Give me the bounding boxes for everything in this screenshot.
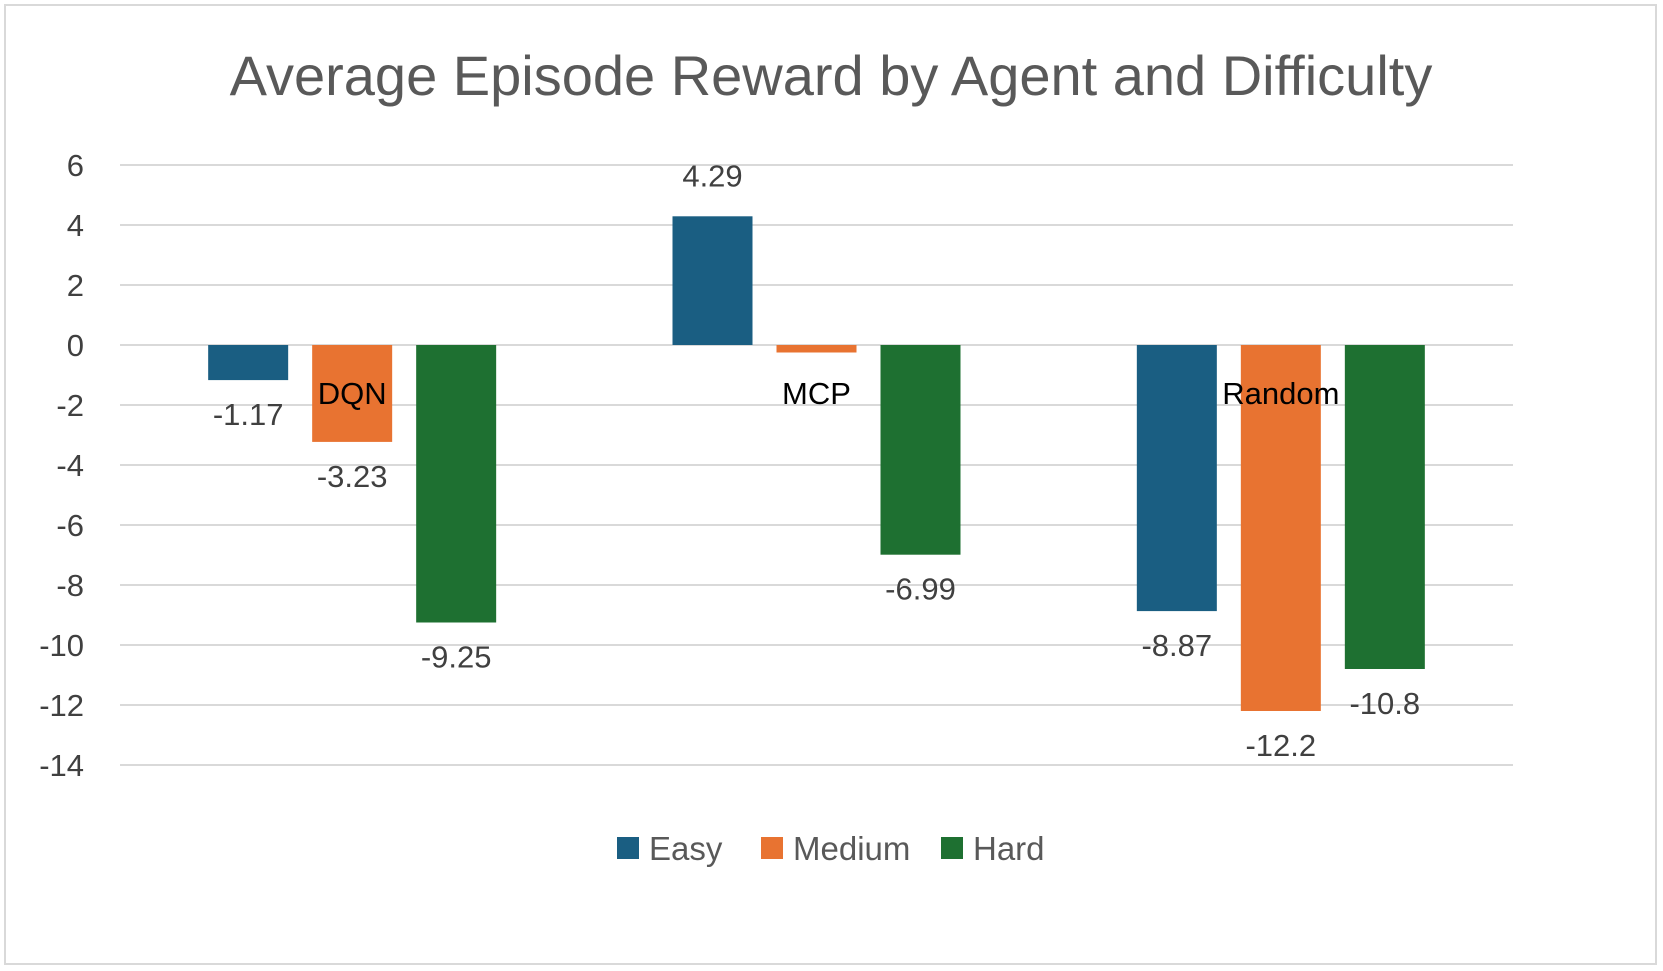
bar-easy-random <box>1136 345 1217 612</box>
category-label-mcp: MCP <box>782 376 851 411</box>
bar-hard-mcp <box>880 345 961 555</box>
y-tick-label: -8 <box>56 568 84 603</box>
y-tick-label: -4 <box>56 448 84 483</box>
category-label-random: Random <box>1222 376 1339 411</box>
legend-swatch-medium <box>761 837 783 859</box>
y-tick-label: -6 <box>56 508 84 543</box>
y-tick-label: 6 <box>67 148 84 183</box>
category-labels: DQN MCP Random <box>318 376 1340 411</box>
data-label: -9.25 <box>421 640 492 675</box>
bar-medium-mcp <box>776 345 857 353</box>
legend-swatch-hard <box>941 837 963 859</box>
y-axis: 6 4 2 0 -2 -4 -6 -8 -10 -12 -14 <box>39 148 84 783</box>
legend-label-medium: Medium <box>793 830 910 867</box>
bar-hard-dqn <box>416 345 497 623</box>
legend: Easy Medium Hard <box>617 830 1045 867</box>
bar-hard-random <box>1344 345 1425 669</box>
data-label: -6.99 <box>885 572 956 607</box>
bar-medium-dqn <box>312 345 393 442</box>
data-label: -12.2 <box>1245 728 1316 763</box>
bar-easy-mcp <box>672 216 753 345</box>
legend-label-hard: Hard <box>973 830 1045 867</box>
bars <box>208 216 1425 711</box>
legend-swatch-easy <box>617 837 639 859</box>
data-labels: -1.17 -3.23 -9.25 4.29 -6.99 -8.87 -12.2 -10.8 <box>213 158 1420 763</box>
data-label: 4.29 <box>682 158 742 193</box>
y-tick-label: -12 <box>39 688 84 723</box>
chart-title: Average Episode Reward by Agent and Diff… <box>230 44 1433 107</box>
data-label: -8.87 <box>1141 628 1212 663</box>
y-tick-label: 4 <box>67 208 84 243</box>
data-label: -1.17 <box>213 397 284 432</box>
data-label: -3.23 <box>317 459 388 494</box>
y-tick-label: 0 <box>67 328 84 363</box>
bar-easy-dqn <box>208 345 289 381</box>
legend-label-easy: Easy <box>649 830 723 867</box>
y-tick-label: -10 <box>39 628 84 663</box>
category-label-dqn: DQN <box>318 376 387 411</box>
bar-medium-random <box>1240 345 1321 711</box>
y-tick-label: 2 <box>67 268 84 303</box>
y-tick-label: -2 <box>56 388 84 423</box>
data-label: -10.8 <box>1349 686 1420 721</box>
y-tick-label: -14 <box>39 748 84 783</box>
